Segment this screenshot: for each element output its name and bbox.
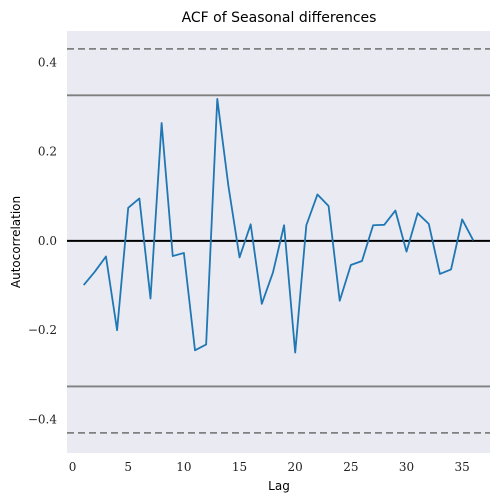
acf-point-lag-13 (216, 98, 218, 100)
y-axis-ticks: 0.4 0.2 0.0 −0.2 −0.4 (28, 55, 58, 426)
x-axis-label: Lag (268, 479, 290, 493)
x-tick-label: 20 (288, 460, 303, 474)
acf-point-lag-15 (238, 256, 240, 258)
chart-title: ACF of Seasonal differences (182, 10, 377, 26)
acf-point-lag-22 (316, 193, 318, 195)
acf-point-lag-28 (383, 224, 385, 226)
acf-point-lag-29 (394, 209, 396, 211)
y-tick-label: −0.2 (28, 323, 57, 337)
acf-point-lag-34 (450, 268, 452, 270)
acf-point-lag-12 (205, 343, 207, 345)
x-tick-label: 35 (455, 460, 470, 474)
y-axis-label: Autocorrelation (9, 196, 23, 288)
acf-point-lag-31 (416, 212, 418, 214)
acf-point-lag-32 (428, 223, 430, 225)
acf-point-lag-36 (472, 239, 474, 241)
acf-point-lag-25 (350, 264, 352, 266)
acf-point-lag-23 (327, 205, 329, 207)
acf-point-lag-20 (294, 351, 296, 353)
acf-point-lag-33 (439, 273, 441, 275)
acf-point-lag-7 (149, 297, 151, 299)
acf-series-line (83, 97, 475, 354)
acf-point-lag-18 (272, 271, 274, 273)
acf-point-lag-9 (172, 255, 174, 257)
x-tick-label: 15 (232, 460, 247, 474)
y-tick-label: −0.4 (28, 413, 58, 427)
y-tick-label: 0.2 (38, 145, 57, 159)
acf-point-lag-26 (361, 260, 363, 262)
acf-point-lag-10 (183, 252, 185, 254)
reference-lines (67, 47, 490, 434)
x-tick-label: 0 (69, 460, 77, 474)
acf-point-lag-5 (127, 207, 129, 209)
x-tick-label: 25 (343, 460, 358, 474)
acf-point-lag-19 (283, 224, 285, 226)
acf-point-lag-14 (227, 185, 229, 187)
acf-point-lag-30 (405, 250, 407, 252)
acf-point-lag-35 (461, 218, 463, 220)
acf-point-lag-2 (94, 270, 96, 272)
acf-point-lag-1 (82, 284, 84, 286)
acf-point-lag-17 (261, 303, 263, 305)
acf-point-lag-3 (105, 255, 107, 257)
acf-point-lag-21 (305, 224, 307, 226)
y-tick-label: 0.0 (38, 234, 57, 248)
acf-point-lag-27 (372, 224, 374, 226)
y-tick-label: 0.4 (38, 55, 57, 69)
x-tick-label: 10 (176, 460, 191, 474)
series-layer (82, 97, 475, 354)
x-tick-label: 30 (399, 460, 414, 474)
x-tick-label: 5 (124, 460, 132, 474)
x-axis-ticks: 0 5 10 15 20 25 30 35 (69, 460, 470, 474)
acf-point-lag-6 (138, 197, 140, 199)
plot-area (67, 31, 490, 453)
acf-point-lag-8 (160, 122, 162, 124)
acf-point-lag-24 (339, 300, 341, 302)
acf-point-lag-16 (249, 223, 251, 225)
acf-point-lag-4 (116, 329, 118, 331)
acf-point-lag-11 (194, 349, 196, 351)
